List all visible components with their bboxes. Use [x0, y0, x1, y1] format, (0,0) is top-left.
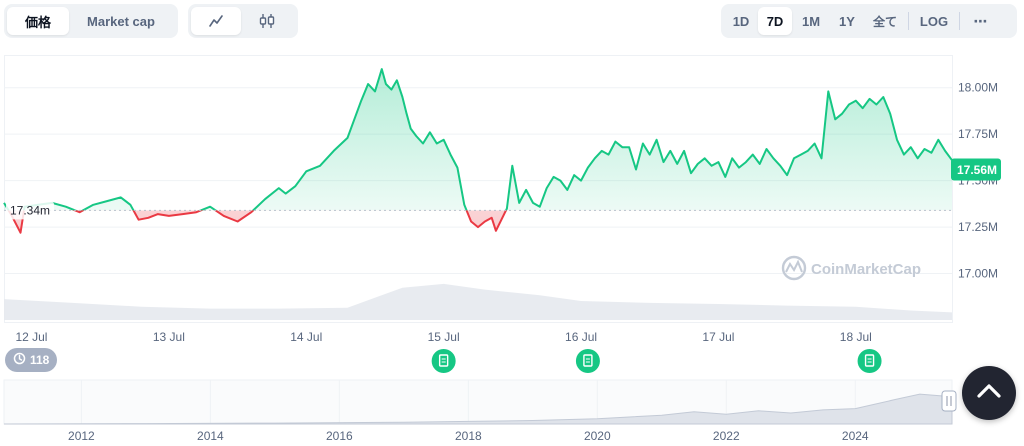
y-tick-label: 17.00M [958, 267, 998, 281]
range-7d[interactable]: 7D [758, 7, 792, 35]
candlestick-icon [259, 14, 275, 28]
metric-toggle: 価格 Market cap [4, 4, 178, 38]
price-area-down [4, 210, 952, 233]
navigator-handle [941, 390, 957, 412]
log-toggle[interactable]: LOG [919, 13, 949, 29]
range-divider [908, 12, 909, 30]
document-icon [864, 354, 875, 367]
price-line-up [3, 68, 953, 211]
scroll-top-button[interactable] [962, 366, 1016, 420]
tab-market-cap[interactable]: Market cap [87, 13, 155, 29]
volume-area [4, 283, 952, 320]
range-1d[interactable]: 1D [732, 13, 750, 29]
tab-price[interactable]: 価格 [7, 7, 69, 35]
drag-handle-icon[interactable] [941, 390, 957, 412]
chart-type-toggle [188, 4, 298, 38]
overview-tick-label: 2014 [197, 429, 224, 443]
price-line-down [7, 210, 508, 234]
candlestick-button[interactable] [241, 7, 293, 35]
watermark-text: CoinMarketCap [811, 261, 921, 278]
baseline-label-bg [6, 201, 54, 220]
current-price-badge [951, 158, 1001, 181]
watermark-logo-mark [785, 259, 803, 273]
document-icon [438, 354, 449, 367]
y-tick-label: 17.75M [958, 127, 998, 141]
range-1y[interactable]: 1Y [839, 13, 855, 29]
line-chart-button[interactable] [191, 7, 241, 35]
overview-area [3, 393, 953, 425]
overview-tick-label: 2024 [842, 429, 869, 443]
news-marker-bg [575, 349, 600, 373]
watermark-logo-icon [781, 255, 807, 281]
news-icon-1[interactable] [431, 349, 456, 373]
y-tick-label: 17.25M [958, 220, 998, 234]
news-icon-2[interactable] [575, 349, 600, 373]
range-all[interactable]: 全て [872, 14, 897, 29]
range-divider-2 [959, 12, 960, 30]
event-history-badge[interactable]: 118 [5, 348, 58, 372]
overview-tick-label: 2016 [326, 429, 353, 443]
x-tick-label: 16 Jul [565, 330, 597, 344]
x-tick-label: 14 Jul [290, 330, 322, 344]
range-toggle: 1D 7D 1M 1Y 全て LOG ⋯ [721, 4, 1017, 38]
baseline-label: 17.34m [10, 203, 50, 217]
x-tick-label: 17 Jul [702, 330, 734, 344]
more-button[interactable]: ⋯ [962, 7, 1000, 35]
watermark-logo: CoinMarketCap [781, 255, 921, 281]
overview-tick-label: 2018 [455, 429, 482, 443]
overview-tick-label: 2020 [584, 429, 611, 443]
price-area-up [4, 69, 952, 211]
x-tick-label: 18 Jul [840, 330, 872, 344]
x-tick-label: 12 Jul [15, 330, 47, 344]
news-marker-bg [431, 349, 456, 373]
x-tick-label: 15 Jul [428, 330, 460, 344]
news-icon-3[interactable] [857, 349, 882, 373]
news-marker-bg [857, 349, 882, 373]
chevron-up-icon [976, 383, 1002, 404]
plot-frame [4, 55, 953, 323]
event-count: 118 [30, 353, 50, 367]
range-1m[interactable]: 1M [801, 13, 821, 29]
history-icon [13, 352, 26, 368]
ellipsis-icon: ⋯ [973, 12, 989, 29]
overview-tick-label: 2012 [68, 429, 95, 443]
y-tick-label: 18.00M [958, 81, 998, 95]
overview-tick-label: 2022 [713, 429, 740, 443]
current-price-label: 17.56M [957, 163, 997, 177]
x-tick-label: 13 Jul [153, 330, 185, 344]
line-chart-icon [209, 15, 223, 27]
document-icon [583, 354, 593, 367]
